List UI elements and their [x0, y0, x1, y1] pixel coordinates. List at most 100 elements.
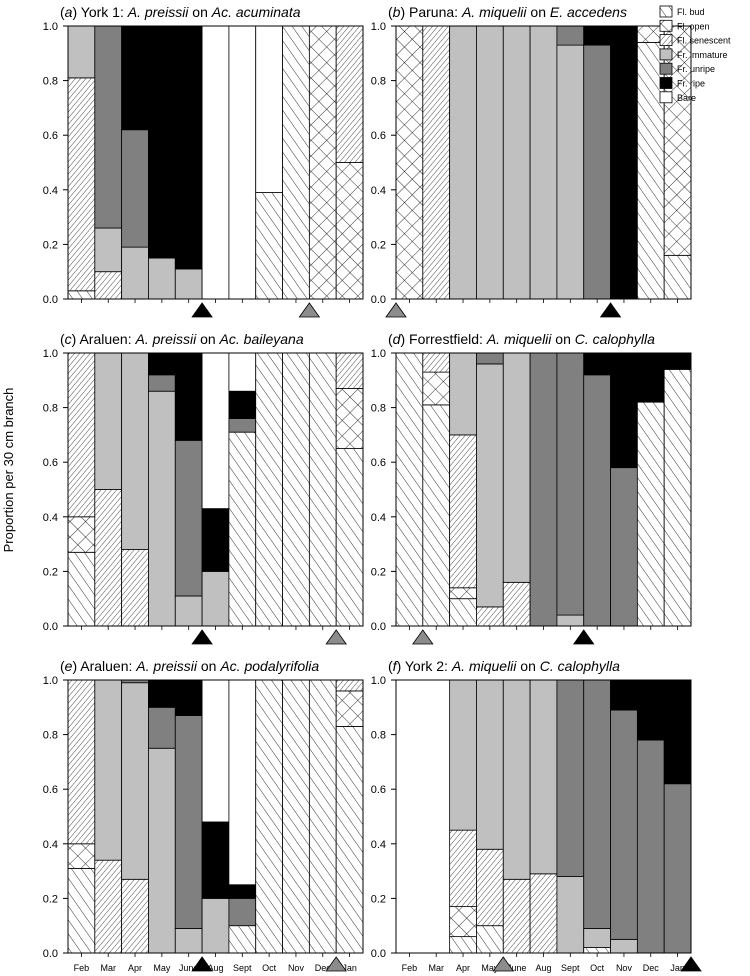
- y-tick-label: 1.0: [43, 21, 58, 33]
- bar-segment-open-jan: [335, 162, 364, 300]
- bar-segment-bud-nov: [282, 679, 310, 954]
- bar-segment-ripe-may: [148, 352, 176, 376]
- bar-segment-sen-jan: [335, 679, 364, 692]
- legend-swatch-open: [659, 19, 673, 32]
- bar-segment-sen-june: [502, 878, 531, 954]
- marker-arrow-grey: [325, 956, 347, 972]
- y-tick-label: 0.4: [43, 185, 58, 197]
- x-tick-label-feb: Feb: [74, 963, 90, 973]
- bar-segment-unr-sept: [556, 25, 585, 46]
- bar-segment-open-jan: [335, 388, 364, 449]
- bar-segment-unr-may: [148, 374, 176, 392]
- y-tick-label: 0.2: [371, 893, 386, 905]
- bar-segment-sen-apr: [449, 829, 477, 907]
- bar-segment-bud-nov: [282, 352, 310, 627]
- y-tick-label: 0.0: [371, 294, 386, 306]
- bar-segment-imm-apr: [449, 352, 477, 436]
- bar-segment-ripe-nov: [610, 679, 638, 711]
- bar-segment-sen-apr: [449, 434, 477, 589]
- x-tick-label-nov: Nov: [616, 963, 633, 973]
- x-tick-label-may: May: [481, 963, 499, 973]
- bar-segment-sen-may: [476, 606, 504, 627]
- marker-arrow-grey: [325, 629, 347, 645]
- bar-segment-bud-oct: [583, 947, 611, 954]
- bar-segment-ripe-dec: [636, 352, 665, 403]
- bar-segment-imm-aug: [201, 898, 230, 954]
- bar-segment-sen-apr: [121, 878, 149, 954]
- bar-segment-ripe-sept: [228, 390, 257, 419]
- bar-segment-sen-may: [476, 848, 504, 927]
- panel-a: (a) York 1: A. preissii on Ac. acuminata…: [43, 4, 364, 318]
- panel-e: (e) Araluen: A. preissii on Ac. podalyri…: [43, 658, 364, 973]
- y-tick-label: 0.4: [371, 839, 386, 851]
- y-tick-label: 0.8: [43, 76, 58, 88]
- bar-segment-bud-feb: [67, 551, 96, 627]
- bar-segment-imm-may: [148, 390, 176, 627]
- x-tick-label-apr: Apr: [456, 963, 470, 973]
- marker-arrow-black: [191, 302, 213, 318]
- y-tick-label: 0.8: [43, 403, 58, 415]
- marker-arrow-black: [599, 302, 622, 318]
- bar-segment-ripe-june: [174, 25, 203, 270]
- x-tick-label-mar: Mar: [100, 963, 116, 973]
- x-tick-label-oct: Oct: [590, 963, 605, 973]
- y-tick-label: 0.0: [371, 621, 386, 633]
- bar-segment-imm-apr: [121, 682, 149, 880]
- marker-arrow-grey: [385, 302, 407, 318]
- y-tick-label: 0.4: [43, 839, 58, 851]
- bar-segment-sen-aug: [529, 873, 558, 954]
- bar-segment-imm-sept: [556, 614, 585, 627]
- bar-segment-imm-may: [476, 25, 504, 300]
- bar-segment-imm-june: [502, 679, 531, 880]
- bar-segment-imm-feb: [67, 25, 96, 79]
- bar-segment-ripe-jan: [663, 679, 692, 785]
- bar-segment-ripe-nov: [610, 352, 638, 469]
- panel-title: (e) Araluen: A. preissii on Ac. podalyri…: [60, 658, 319, 674]
- x-tick-label-aug: Aug: [535, 963, 551, 973]
- bar-segment-ripe-apr: [121, 25, 149, 131]
- y-tick-label: 0.8: [371, 730, 386, 742]
- panel-title: (d) Forrestfield: A. miquelii on C. calo…: [388, 331, 655, 347]
- legend-swatch-imm: [659, 48, 673, 61]
- bar-segment-sen-mar: [422, 25, 451, 300]
- bar-segment-bare-oct: [255, 25, 283, 193]
- legend-swatch-unr: [659, 62, 673, 75]
- bar-segment-imm-nov: [610, 938, 638, 954]
- legend-swatch-bud: [659, 5, 673, 18]
- bar-segment-unr-sept: [556, 352, 585, 616]
- bar-segment-bud-feb: [67, 867, 96, 954]
- x-tick-label-mar: Mar: [428, 963, 444, 973]
- marker-arrow-black: [191, 956, 213, 972]
- x-tick-label-jan: Jan: [342, 963, 357, 973]
- bar-segment-unr-sept: [228, 898, 257, 927]
- bar-segment-imm-may: [148, 747, 176, 954]
- bar-segment-bud-sept: [228, 431, 257, 627]
- panel-b: (b) Paruna: A. miquelii on E. accedens 0.…: [371, 4, 692, 318]
- bar-segment-bud-oct: [255, 352, 283, 627]
- bar-segment-ripe-aug: [201, 821, 230, 899]
- x-tick-label-nov: Nov: [288, 963, 305, 973]
- bar-segment-unr-dec: [636, 739, 665, 954]
- x-tick-label-feb: Feb: [402, 963, 418, 973]
- bar-segment-sen-feb: [67, 352, 96, 518]
- x-tick-label-apr: Apr: [128, 963, 142, 973]
- bar-segment-open-jan: [663, 25, 692, 256]
- marker-arrow-grey: [492, 956, 515, 972]
- bar-segment-unr-sept: [228, 418, 257, 433]
- bar-segment-bud-sept: [228, 925, 257, 954]
- bar-segment-unr-may: [476, 352, 504, 365]
- panel-d: (d) Forrestfield: A. miquelii on C. calo…: [371, 331, 692, 645]
- marker-arrow-black: [680, 956, 702, 972]
- y-tick-label: 0.2: [371, 566, 386, 578]
- bar-segment-unr-nov: [610, 709, 638, 940]
- x-tick-label-sept: Sept: [233, 963, 252, 973]
- bar-segment-bare-aug: [201, 352, 230, 510]
- legend-label-ripe: Fr. ripe: [677, 79, 705, 89]
- bar-segment-unr-sept: [556, 679, 585, 877]
- bar-segment-imm-may: [476, 363, 504, 608]
- bar-segment-imm-june: [174, 928, 203, 954]
- bar-segment-ripe-oct: [583, 352, 611, 376]
- x-tick-label-may: May: [153, 963, 171, 973]
- bar-segment-sen-feb: [67, 77, 96, 292]
- y-tick-label: 0.4: [43, 512, 58, 524]
